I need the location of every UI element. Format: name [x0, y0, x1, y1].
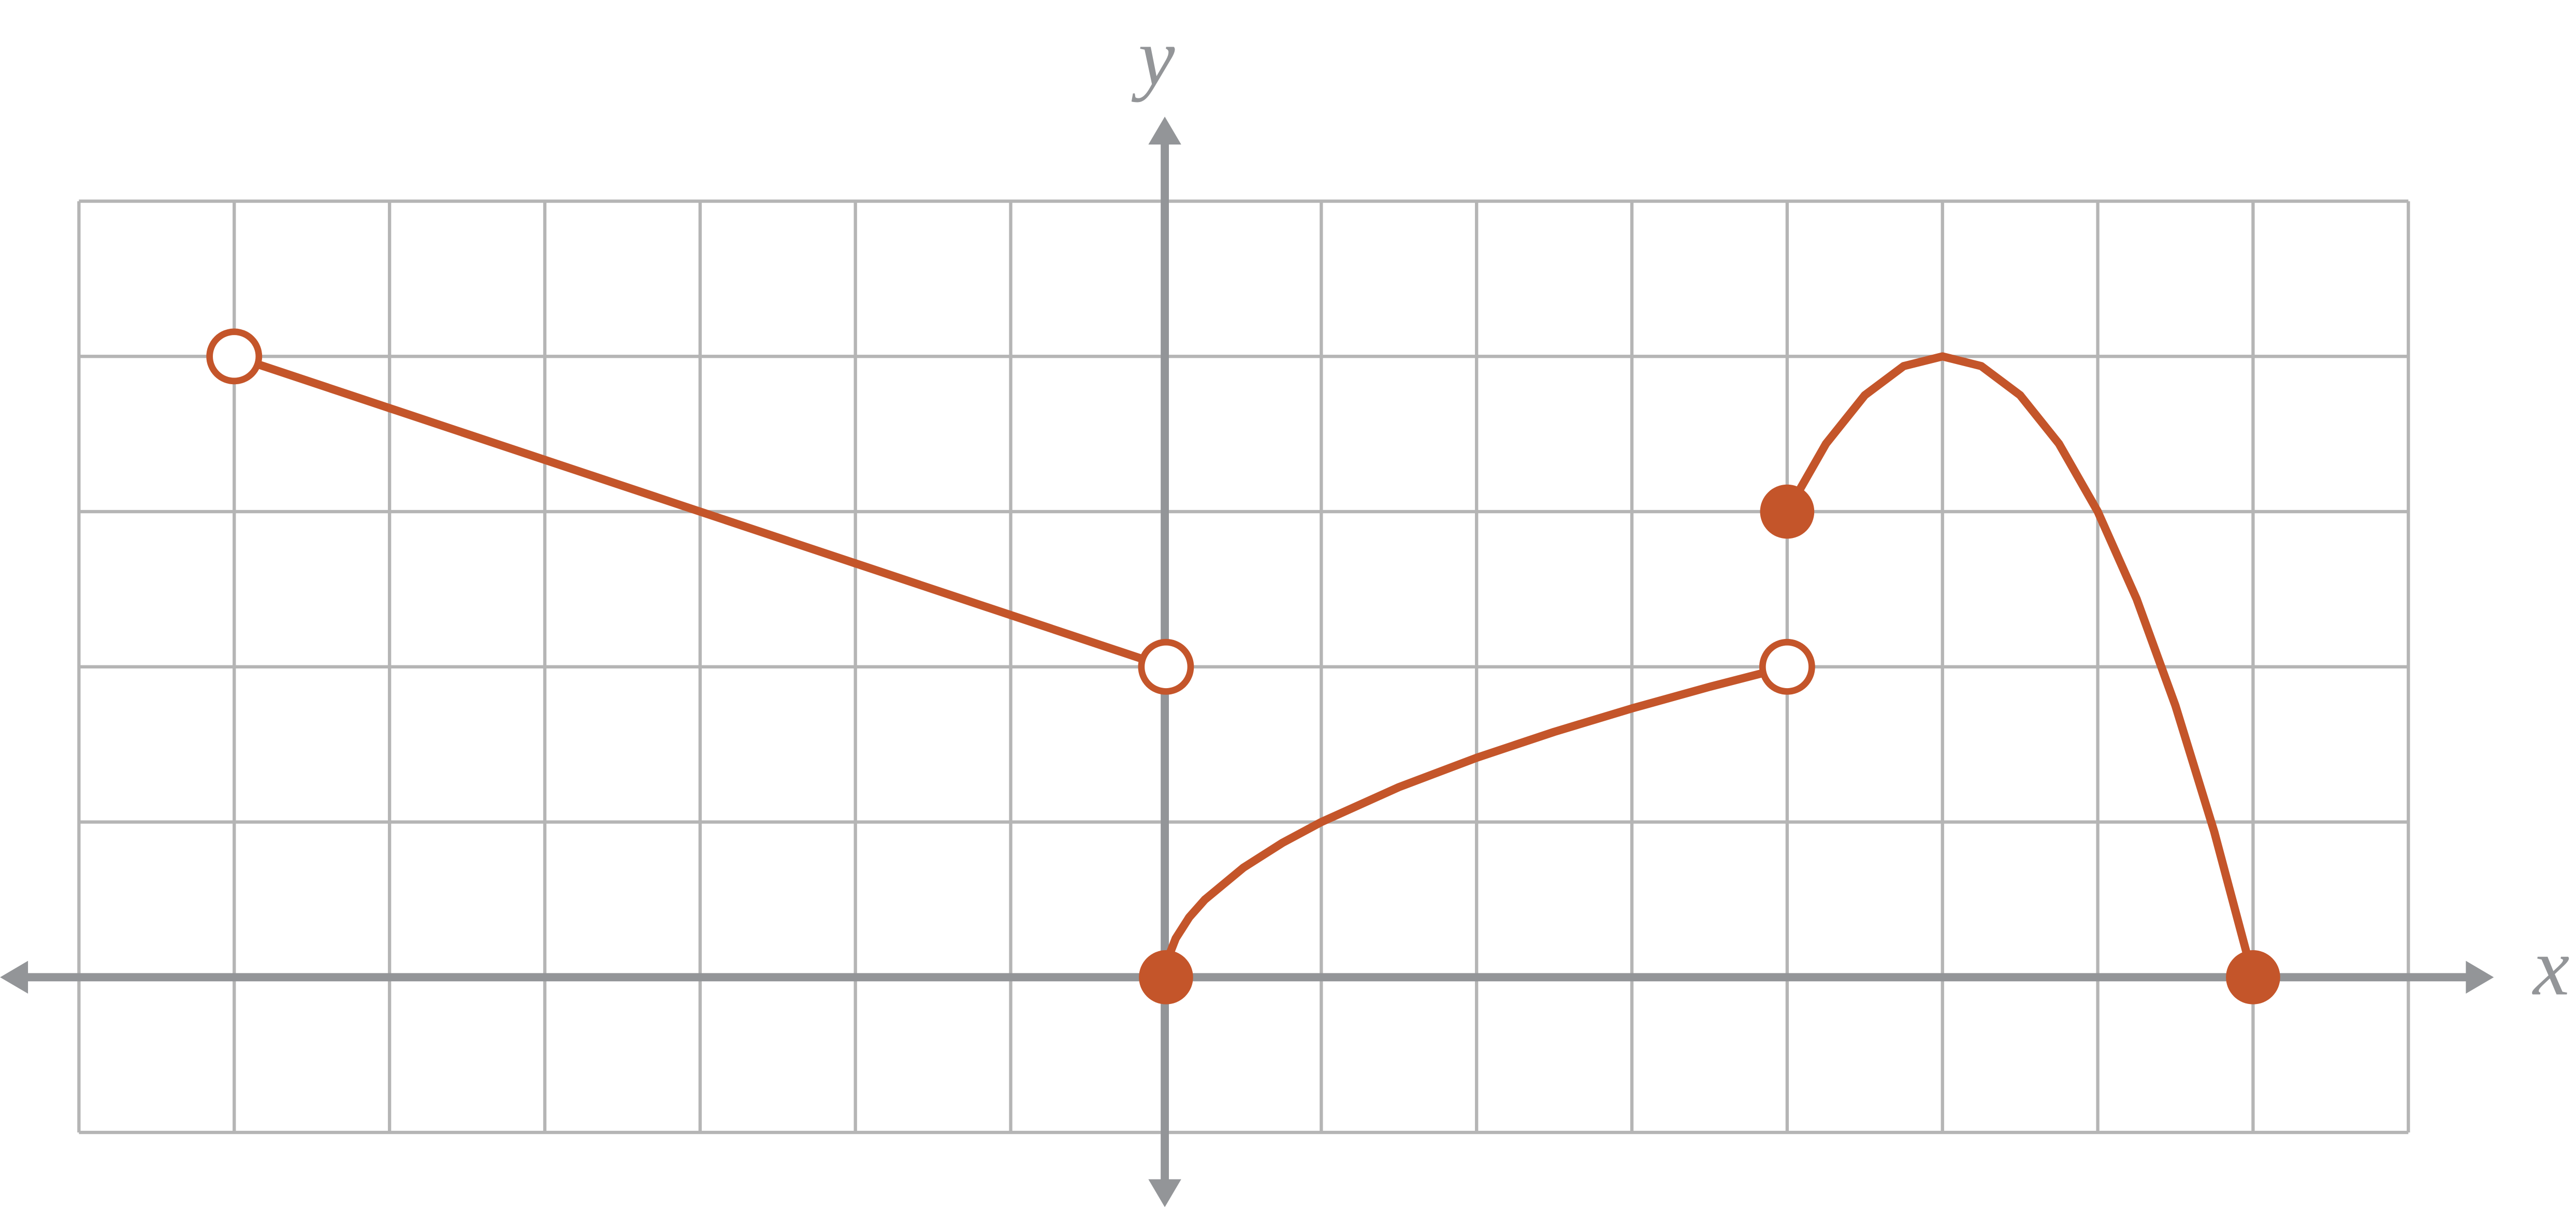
closed-endpoint [2226, 950, 2280, 1005]
open-endpoint [1759, 638, 1815, 695]
plot-area [206, 328, 2280, 1005]
y-axis-arrow-bottom [1148, 1179, 1181, 1207]
closed-endpoint [1139, 950, 1193, 1005]
y-axis-arrow-top [1148, 117, 1181, 145]
axes: x y [0, 12, 2569, 1207]
function-curve [1783, 352, 2257, 982]
closed-endpoint [1760, 484, 1815, 539]
x-axis-arrow-left [0, 960, 28, 994]
x-axis-label: x [2532, 922, 2569, 1013]
x-axis-arrow-right [2466, 960, 2494, 994]
y-axis-label: y [1131, 12, 1175, 103]
function-curve [230, 352, 1170, 671]
open-endpoint [206, 328, 263, 385]
function-curve [1162, 662, 1791, 982]
grid [77, 199, 2410, 1134]
open-endpoint [1138, 638, 1194, 695]
